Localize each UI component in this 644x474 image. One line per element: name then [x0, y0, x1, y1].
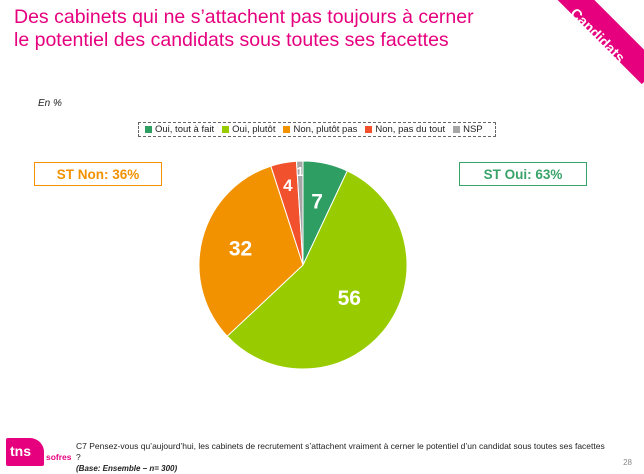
question-text: C7 Pensez-vous qu’aujourd’hui, les cabin…: [76, 441, 605, 462]
pie-slice-label: 7: [311, 191, 323, 214]
legend-item: Non, pas du tout: [365, 124, 445, 135]
tns-logo: [6, 438, 44, 466]
pie-slice-label: 32: [229, 237, 252, 260]
question-footnote: C7 Pensez-vous qu’aujourd’hui, les cabin…: [76, 441, 606, 474]
pie-slice-label: 4: [283, 176, 293, 195]
st-non-box: ST Non: 36%: [34, 162, 162, 186]
legend-label: Oui, tout à fait: [155, 124, 215, 135]
chart-legend: Oui, tout à fait Oui, plutôt Non, plutôt…: [138, 122, 496, 137]
pie-slice: [198, 165, 304, 337]
st-oui-box: ST Oui: 63%: [459, 162, 587, 186]
legend-label: Non, pas du tout: [375, 124, 446, 135]
legend-item: NSP: [453, 124, 483, 135]
legend-swatch: [283, 126, 291, 133]
legend-swatch: [365, 126, 373, 133]
legend-label: NSP: [463, 124, 483, 135]
pie-chart: 7 56 32 41: [198, 160, 408, 370]
legend-swatch: [222, 126, 230, 133]
legend-item: Non, plutôt pas: [283, 124, 357, 135]
pie-slice-label: 56: [338, 287, 361, 310]
legend-swatch: [453, 126, 461, 133]
pie-slice-label: 1: [296, 164, 303, 179]
legend-item: Oui, plutôt: [222, 124, 275, 135]
logo-text: tns: [10, 443, 31, 459]
legend-swatch: [145, 126, 152, 133]
page-number: 28: [623, 458, 632, 467]
pie-slice: [295, 160, 304, 266]
logo-subtext: sofres: [46, 452, 72, 462]
legend-label: Non, plutôt pas: [293, 124, 358, 135]
pie-slice: [226, 170, 408, 370]
base-note: (Base: Ensemble – n= 300): [76, 464, 178, 473]
legend-item: Oui, tout à fait: [145, 124, 214, 135]
page-title: Des cabinets qui ne s’attachent pas touj…: [14, 6, 474, 51]
legend-label: Oui, plutôt: [232, 124, 276, 135]
unit-label: En %: [38, 98, 62, 109]
